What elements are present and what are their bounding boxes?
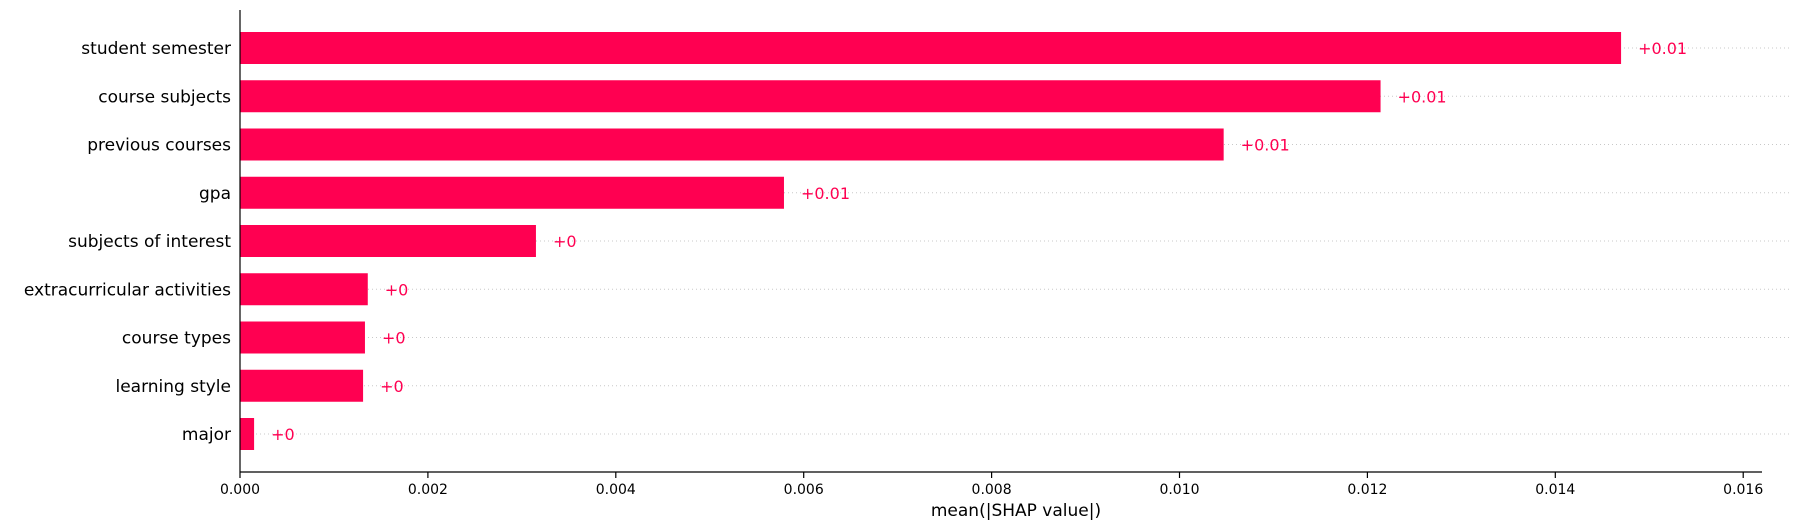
x-tick-label: 0.010 (1159, 482, 1199, 498)
bar-learning-style (240, 369, 364, 402)
bar-course-subjects (240, 80, 1381, 113)
y-tick-label: course subjects (98, 87, 231, 107)
x-tick-label: 0.014 (1535, 482, 1575, 498)
value-label: +0 (553, 232, 577, 251)
value-label: +0.01 (1398, 87, 1447, 106)
x-tick-label: 0.000 (220, 482, 260, 498)
y-tick-labels-group: student semester course subjects previous … (24, 39, 231, 445)
y-tick-label: learning style (115, 377, 231, 397)
value-label: +0 (385, 280, 409, 299)
value-label: +0 (380, 377, 404, 396)
y-tick-label: major (182, 425, 231, 445)
bar-subjects-of-interest (240, 225, 536, 257)
x-tick-label: 0.006 (784, 482, 824, 498)
y-tick-label: previous courses (87, 136, 231, 156)
x-tick-label: 0.012 (1347, 482, 1387, 498)
value-label: +0.01 (1638, 39, 1687, 58)
y-tick-label: student semester (81, 39, 231, 59)
value-label: +0.01 (1241, 136, 1290, 155)
bar-extracurricular-activities (240, 273, 368, 306)
y-tick-label: course types (122, 329, 231, 349)
x-tick-label: 0.016 (1723, 482, 1763, 498)
y-tick-label: subjects of interest (68, 232, 231, 252)
x-tick-label: 0.008 (972, 482, 1012, 498)
x-tick-label: 0.004 (596, 482, 636, 498)
value-label: +0 (271, 425, 295, 444)
bar-major (240, 418, 255, 450)
value-labels-group: +0.01 +0.01 +0.01 +0.01 +0 +0 +0 +0 +0 (271, 39, 1687, 444)
y-tick-label: gpa (199, 184, 231, 204)
bar-gpa (240, 176, 784, 209)
x-axis-label: mean(|SHAP value|) (931, 501, 1101, 521)
axes-group (239, 10, 1762, 473)
x-tick-label: 0.002 (408, 482, 448, 498)
bar-student-semester (240, 32, 1622, 64)
y-tick-label: extracurricular activities (24, 280, 231, 300)
x-ticks-group: 0.000 0.002 0.004 0.006 0.008 0.010 0.012 0.014… (220, 472, 1763, 498)
bar-course-types (240, 321, 365, 354)
bars-group (240, 32, 1622, 450)
value-label: +0.01 (801, 184, 850, 203)
bar-previous-courses (240, 128, 1224, 161)
value-label: +0 (382, 329, 406, 348)
